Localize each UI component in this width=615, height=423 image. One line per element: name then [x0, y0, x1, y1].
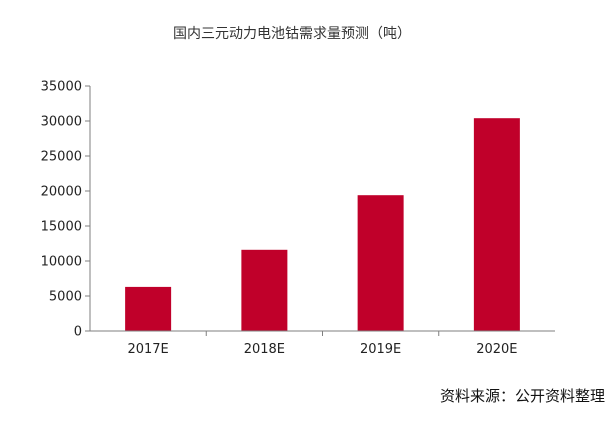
y-tick-label: 25000: [41, 150, 82, 165]
source-note: 资料来源：公开资料整理: [439, 387, 605, 405]
y-tick-label: 0: [74, 325, 82, 340]
y-tick-label: 5000: [49, 290, 82, 305]
x-tick-label: 2017E: [127, 342, 168, 357]
bar: [473, 118, 520, 331]
x-tick-label: 2019E: [360, 342, 401, 357]
bars: [125, 118, 520, 331]
bar: [241, 249, 288, 331]
bar: [357, 195, 404, 331]
x-tick-label: 2020E: [476, 342, 517, 357]
chart-title: 国内三元动力电池钴需求量预测（吨）: [173, 26, 411, 42]
y-tick-label: 30000: [41, 115, 82, 130]
y-tick-label: 10000: [41, 255, 82, 270]
y-tick-label: 35000: [41, 80, 82, 95]
x-tick-label: 2018E: [244, 342, 285, 357]
y-tick-label: 15000: [41, 220, 82, 235]
x-axis-ticks: 2017E 2018E 2019E 2020E: [127, 331, 518, 357]
bar: [125, 286, 172, 331]
y-tick-label: 20000: [41, 185, 82, 200]
y-axis-ticks: 0 5000 10000 15000 20000 25000 30000 35000: [41, 80, 90, 340]
